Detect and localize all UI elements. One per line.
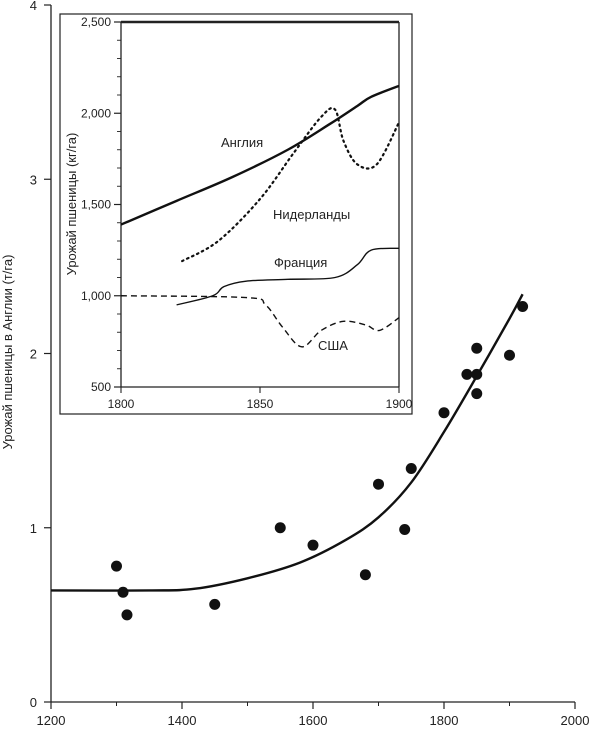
main-y-tick-label: 0 bbox=[30, 695, 37, 710]
main-x-tick-label: 2000 bbox=[561, 713, 590, 728]
series-label-england: Англия bbox=[221, 135, 263, 150]
main-y-tick-label: 3 bbox=[30, 172, 37, 187]
scatter-point bbox=[359, 569, 371, 581]
scatter-point bbox=[504, 349, 515, 361]
series-line-usa bbox=[120, 295, 400, 348]
inset-y-tick-label: 1,500 bbox=[81, 198, 111, 212]
scatter-point bbox=[461, 368, 473, 380]
inset-background bbox=[59, 13, 413, 415]
main-x-tick-label: 1800 bbox=[430, 713, 459, 728]
main-x-tick-label: 1400 bbox=[168, 713, 197, 728]
inset-x-tick-label: 1850 bbox=[247, 397, 274, 411]
scatter-point bbox=[471, 342, 483, 354]
inset-x-tick-label: 1800 bbox=[108, 397, 135, 411]
series-line-netherlands bbox=[181, 106, 401, 263]
series-label-netherlands: Нидерланды bbox=[273, 207, 350, 222]
main-x-tick-label: 1200 bbox=[37, 713, 66, 728]
main-x-tick-label: 1600 bbox=[299, 713, 328, 728]
main-y-tick-label: 4 bbox=[30, 0, 37, 13]
inset-y-axis-label: Урожай пшеницы (кг/га) bbox=[64, 133, 79, 276]
inset-x-tick-label: 1900 bbox=[386, 397, 413, 411]
inset-plot: 1800 1850 1900 500 1,000 1,500 2,000 2,500 Урож… bbox=[59, 13, 413, 415]
scatter-point bbox=[438, 407, 450, 419]
inset-y-tick-label: 1,000 bbox=[81, 289, 111, 303]
scatter-point bbox=[471, 388, 483, 400]
series-line-england bbox=[120, 84, 400, 226]
series-line-france bbox=[176, 247, 400, 306]
main-ticks: 1200 1400 1600 1800 2000 0 1 2 3 4 bbox=[30, 0, 590, 728]
scatter-point bbox=[209, 598, 221, 610]
inset-series-lines bbox=[120, 84, 401, 348]
inset-y-tick-label: 2,500 bbox=[81, 15, 111, 29]
scatter-point bbox=[117, 586, 129, 598]
scatter-point bbox=[111, 560, 122, 572]
series-label-france: Франция bbox=[274, 255, 327, 270]
inset-y-tick-label: 2,000 bbox=[81, 106, 111, 120]
scatter-points bbox=[111, 300, 529, 621]
inset-ticks: 1800 1850 1900 500 1,000 1,500 2,000 2,500 bbox=[81, 15, 413, 411]
inset-y-tick-label: 500 bbox=[91, 380, 111, 394]
scatter-point bbox=[517, 300, 529, 312]
main-y-tick-label: 1 bbox=[30, 521, 37, 536]
scatter-point bbox=[399, 523, 411, 535]
scatter-point bbox=[274, 522, 286, 534]
scatter-point bbox=[121, 609, 133, 621]
scatter-point bbox=[307, 539, 319, 551]
main-y-axis-label: Урожай пшеницы в Англии (т/га) bbox=[0, 255, 15, 450]
series-label-usa: США bbox=[318, 338, 348, 353]
trend-line bbox=[50, 293, 524, 592]
main-y-tick-label: 2 bbox=[30, 347, 37, 362]
scatter-point bbox=[373, 478, 384, 490]
scatter-point bbox=[405, 463, 417, 475]
scatter-point bbox=[471, 368, 483, 380]
